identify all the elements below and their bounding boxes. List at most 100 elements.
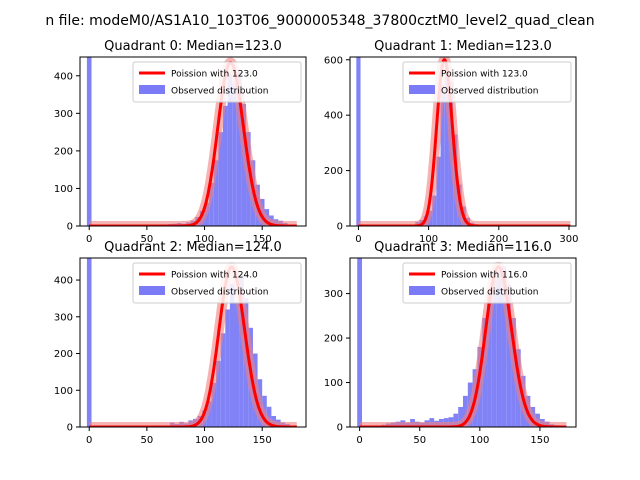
- subplot-quadrant-3: 0 50 100 150 0 100 200 300 Quadrant 3: Median=11…: [324, 240, 577, 446]
- subplot-title: Quadrant 2: Median=124.0: [104, 240, 282, 255]
- histogram-bar: [206, 401, 212, 427]
- legend: Poission with 123.0 Observed distribution: [132, 61, 302, 103]
- poisson-fit-line: [88, 265, 298, 427]
- y-tick-label: 200: [54, 349, 73, 360]
- x-tick-label: 300: [559, 234, 578, 245]
- histogram-bar: [227, 73, 233, 226]
- histogram-bar: [213, 160, 219, 226]
- histogram-bar: [232, 83, 237, 226]
- histogram-bar: [501, 266, 507, 427]
- y-tick-label: 0: [67, 222, 73, 233]
- legend-hist-label: Observed distribution: [171, 87, 268, 97]
- x-tick-label: 100: [419, 234, 438, 245]
- histogram-bar: [220, 333, 226, 427]
- y-tick-label: 400: [324, 111, 343, 122]
- legend-hist-swatch: [409, 286, 435, 295]
- axes-frame: [349, 56, 577, 227]
- y-tick-label: 300: [54, 109, 73, 120]
- subplot-quadrant-1: 0 100 200 300 0 200 400 600 Quadrant 1: Median=1…: [324, 39, 579, 245]
- x-tick-label: 0: [355, 234, 361, 245]
- legend-hist-label: Observed distribution: [441, 288, 538, 298]
- histogram-bar: [491, 280, 497, 427]
- poisson-fit-line: [88, 61, 298, 226]
- legend-hist-swatch: [409, 85, 435, 94]
- y-tick-label: 200: [54, 146, 73, 157]
- histogram-bar: [236, 72, 242, 226]
- poisson-fit-line: [359, 265, 567, 427]
- y-tick-label: 300: [324, 289, 343, 300]
- legend-hist-label: Observed distribution: [171, 288, 268, 298]
- x-tick-label: 0: [86, 435, 92, 446]
- y-tick-label: 100: [324, 378, 343, 389]
- x-tick-label: 150: [253, 234, 272, 245]
- histogram-bar: [222, 105, 228, 226]
- y-tick-label: 600: [324, 55, 343, 66]
- histogram-bar: [86, 258, 92, 427]
- axes-frame: [79, 56, 307, 227]
- x-tick-label: 50: [413, 435, 426, 446]
- y-tick-label: 100: [54, 184, 73, 195]
- subplot-title: Quadrant 1: Median=123.0: [374, 39, 552, 54]
- plot-area: [85, 57, 301, 226]
- x-tick-label: 100: [195, 435, 214, 446]
- histogram-bar: [234, 302, 240, 427]
- x-tick-label: 50: [141, 234, 154, 245]
- histogram-bar: [229, 283, 235, 427]
- histogram-bar: [444, 68, 449, 226]
- x-tick-label: 200: [489, 234, 508, 245]
- legend: Poission with 116.0 Observed distribution: [402, 262, 572, 304]
- y-tick-label: 200: [324, 166, 343, 177]
- plot-area: [355, 258, 571, 427]
- y-tick-label: 300: [54, 312, 73, 323]
- legend-hist-swatch: [139, 85, 165, 94]
- legend-box: [402, 262, 572, 304]
- histogram-bar: [266, 406, 272, 427]
- histogram-bar: [458, 406, 463, 427]
- legend-fit-label: Poission with 123.0: [171, 70, 258, 80]
- histogram-bar: [506, 284, 512, 427]
- legend-hist-label: Observed distribution: [441, 87, 538, 97]
- legend-hist-swatch: [139, 286, 165, 295]
- x-tick-label: 0: [86, 234, 92, 245]
- legend-box: [132, 262, 302, 304]
- y-tick-label: 100: [54, 386, 73, 397]
- histogram-bar: [209, 182, 214, 226]
- histogram-bar: [216, 360, 221, 427]
- y-tick-label: 200: [324, 334, 343, 345]
- histogram-bar: [436, 156, 441, 226]
- histogram-bar: [487, 293, 492, 427]
- y-tick-label: 0: [337, 222, 343, 233]
- y-tick-label: 400: [54, 276, 73, 287]
- histogram-bar: [440, 84, 445, 226]
- histogram-bar: [496, 271, 502, 427]
- axes-frame: [349, 257, 577, 428]
- histogram-bar: [218, 132, 223, 226]
- histogram-bar: [356, 57, 361, 226]
- subplot-title: Quadrant 0: Median=123.0: [104, 39, 282, 54]
- plot-area: [354, 57, 575, 226]
- x-tick-label: 150: [530, 435, 549, 446]
- subplot-title: Quadrant 3: Median=116.0: [374, 240, 552, 255]
- y-tick-label: 0: [67, 423, 73, 434]
- x-tick-label: 150: [253, 435, 272, 446]
- histogram-bar: [239, 274, 244, 427]
- histogram-bar: [432, 195, 437, 226]
- legend: Poission with 123.0 Observed distribution: [402, 61, 572, 103]
- figure-suptitle: n file: modeM0/AS1A10_103T06_9000005348_…: [45, 13, 594, 29]
- axes-frame: [79, 257, 307, 428]
- histogram-bar: [225, 309, 230, 427]
- subplot-quadrant-0: 0 50 100 150 0 100 200 300 400 Quadrant 0: Median…: [54, 39, 307, 245]
- histogram-bar: [463, 395, 468, 427]
- x-tick-label: 100: [195, 234, 214, 245]
- poisson-fit-line: [357, 58, 572, 226]
- histogram-bar: [211, 382, 217, 427]
- legend-fit-label: Poission with 123.0: [441, 70, 528, 80]
- plot-area: [85, 258, 301, 427]
- histogram-bar: [86, 57, 92, 226]
- x-tick-label: 50: [141, 435, 154, 446]
- subplot-quadrant-2: 0 50 100 150 0 100 200 300 400 Quadrant 2: Median…: [54, 240, 307, 446]
- histogram-bar: [357, 258, 363, 427]
- legend-fit-label: Poission with 116.0: [441, 271, 528, 281]
- legend-box: [132, 61, 302, 103]
